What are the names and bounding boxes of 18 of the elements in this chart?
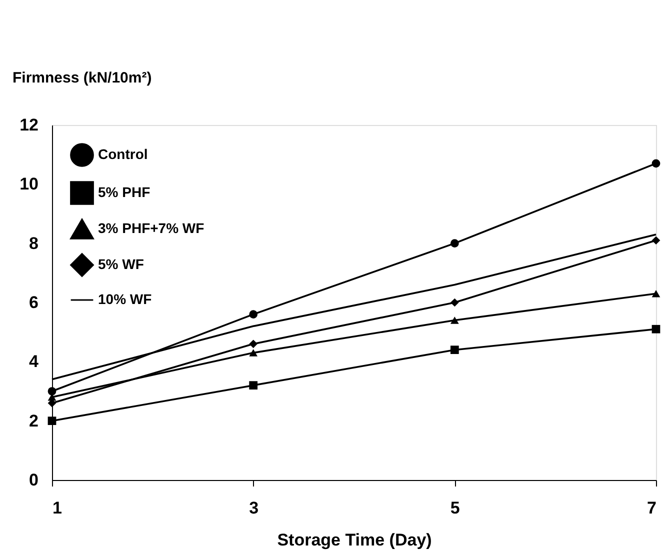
y-tick-label: 12 xyxy=(20,116,38,134)
y-tick-label: 8 xyxy=(29,234,38,253)
x-axis-title: Storage Time (Day) xyxy=(277,530,432,550)
legend-label: 3% PHF+7% WF xyxy=(98,220,205,236)
legend-label: Control xyxy=(98,146,148,162)
y-tick-label: 10 xyxy=(20,174,38,194)
y-tick-label: 0 xyxy=(29,470,38,490)
y-tick-label: 4 xyxy=(29,352,40,372)
y-tick-label: 6 xyxy=(29,293,38,312)
x-tick-label: 5 xyxy=(450,498,460,518)
legend-label: 10% WF xyxy=(98,291,152,307)
x-tick-label: 3 xyxy=(249,498,259,518)
legend-label: 5% PHF xyxy=(98,184,151,200)
legend-label: 5% WF xyxy=(98,256,144,272)
x-tick-label: 7 xyxy=(647,498,656,518)
y-tick-label: 2 xyxy=(29,411,38,430)
x-tick-label: 1 xyxy=(52,498,62,518)
y-axis-title: Firmness (kN/10m²) xyxy=(12,70,152,86)
